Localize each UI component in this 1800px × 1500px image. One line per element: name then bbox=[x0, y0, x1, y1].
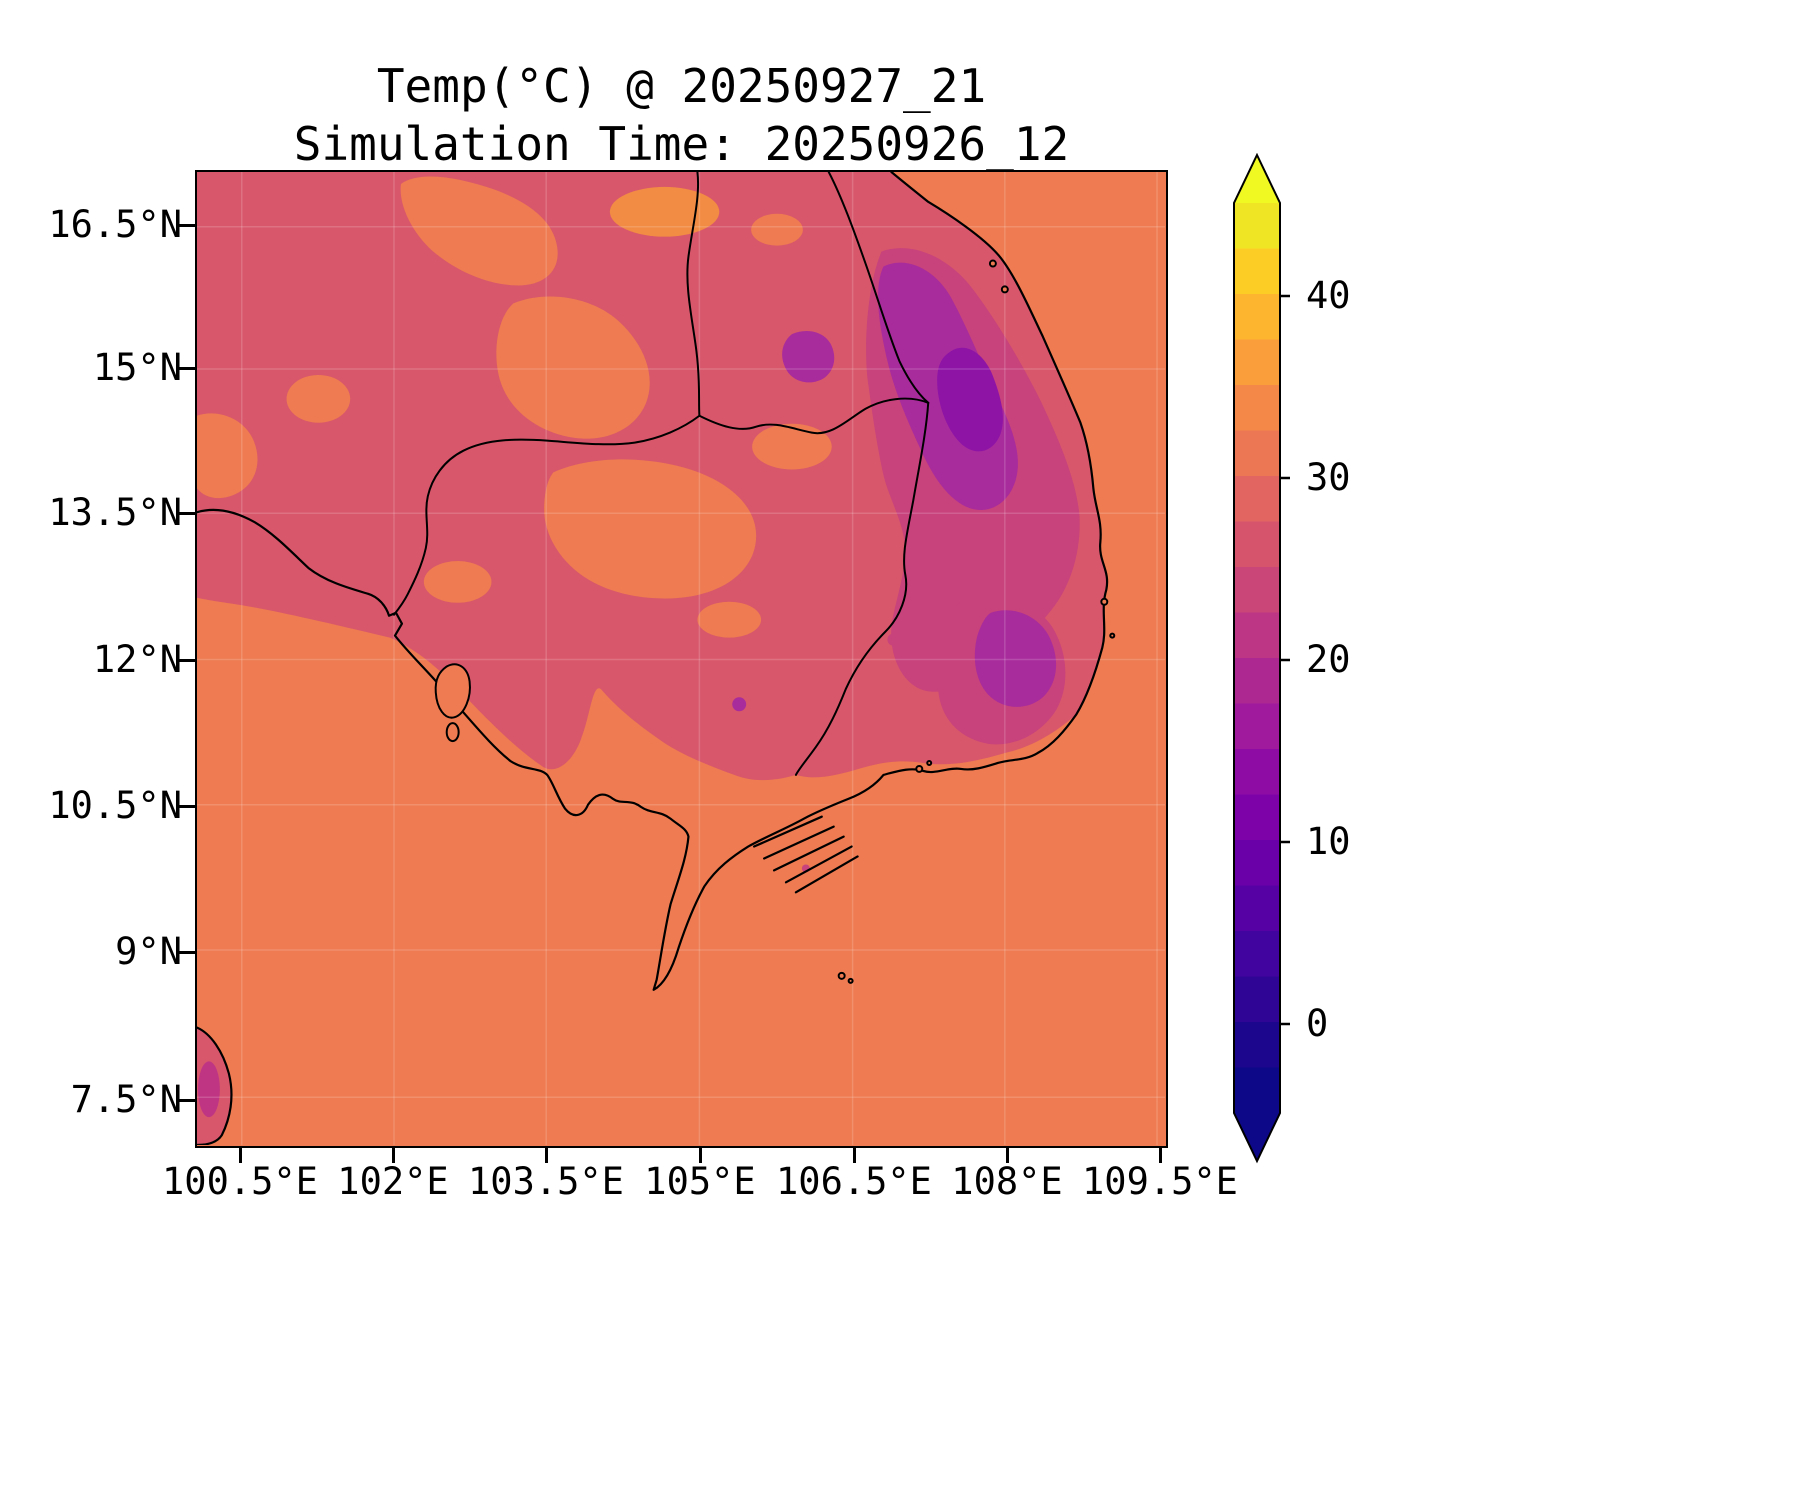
y-tick-mark bbox=[178, 659, 195, 662]
colorbar-tick-label: 20 bbox=[1306, 638, 1351, 681]
y-tick-label: 15°N bbox=[92, 346, 182, 389]
y-tick-label: 7.5°N bbox=[70, 1078, 182, 1121]
x-tick-label: 105°E bbox=[644, 1160, 756, 1203]
islands bbox=[434, 259, 1116, 984]
colorbar bbox=[1232, 152, 1296, 1169]
colorbar-outline bbox=[1233, 152, 1281, 1164]
y-tick-mark bbox=[178, 805, 195, 808]
x-tick-label: 106.5°E bbox=[776, 1160, 932, 1203]
x-tick-label: 109.5°E bbox=[1082, 1160, 1238, 1203]
country-borders bbox=[392, 172, 930, 776]
map-plot-area bbox=[195, 170, 1168, 1148]
colorbar-tick-label: 0 bbox=[1306, 1002, 1329, 1045]
x-tick-mark bbox=[392, 1146, 395, 1163]
colorbar-tick-label: 10 bbox=[1306, 820, 1351, 863]
colorbar-svg bbox=[1233, 152, 1290, 1164]
colorbar-tick-label: 30 bbox=[1306, 456, 1351, 499]
x-tick-mark bbox=[699, 1146, 702, 1163]
x-tick-label: 102°E bbox=[337, 1160, 449, 1203]
y-tick-mark bbox=[178, 951, 195, 954]
colorbar-over-arrow bbox=[1234, 155, 1280, 203]
figure-title: Temp(°C) @ 20250927_21 bbox=[376, 59, 987, 113]
figure-title-block: Temp(°C) @ 20250927_21 Simulation Time: … bbox=[195, 58, 1168, 173]
y-tick-mark bbox=[178, 367, 195, 370]
y-tick-label: 9°N bbox=[115, 930, 182, 973]
colorbar-tick-label: 40 bbox=[1306, 274, 1351, 317]
y-tick-mark bbox=[178, 1099, 195, 1102]
y-tick-mark bbox=[178, 512, 195, 515]
x-tick-label: 103.5°E bbox=[468, 1160, 624, 1203]
x-tick-mark bbox=[1159, 1146, 1162, 1163]
colorbar-bands bbox=[1234, 203, 1280, 1113]
figure-subtitle: Simulation Time: 20250926_12 bbox=[293, 116, 1070, 171]
temperature-field-cold-spots bbox=[732, 262, 1057, 712]
y-tick-label: 10.5°N bbox=[48, 784, 182, 827]
y-tick-label: 12°N bbox=[92, 638, 182, 681]
temperature-field-warm-patches bbox=[197, 176, 832, 638]
y-tick-label: 16.5°N bbox=[48, 203, 182, 246]
x-tick-label: 108°E bbox=[951, 1160, 1063, 1203]
x-tick-mark bbox=[545, 1146, 548, 1163]
x-tick-mark bbox=[853, 1146, 856, 1163]
temperature-map-svg bbox=[197, 172, 1165, 1145]
colorbar-under-arrow bbox=[1234, 1113, 1280, 1161]
y-tick-label: 13.5°N bbox=[48, 491, 182, 534]
y-tick-mark bbox=[178, 224, 195, 227]
x-tick-mark bbox=[239, 1146, 242, 1163]
colorbar-tick-marks bbox=[1280, 294, 1290, 1026]
x-tick-mark bbox=[1006, 1146, 1009, 1163]
x-tick-label: 100.5°E bbox=[162, 1160, 318, 1203]
